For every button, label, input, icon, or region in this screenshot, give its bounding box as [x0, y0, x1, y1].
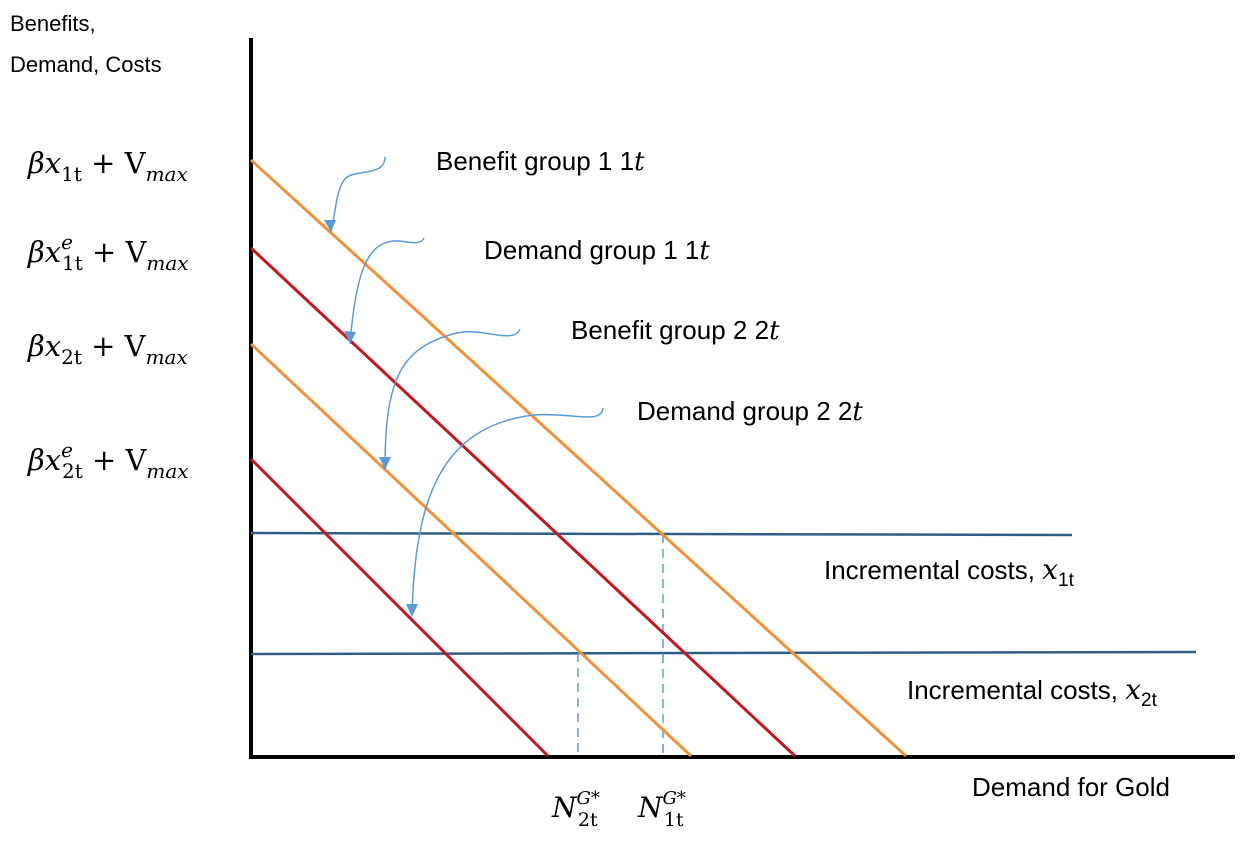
arrow-benefit-2t [384, 328, 521, 470]
label-n1t-gstar: NG* 1t [637, 788, 686, 831]
benefit-curve-2t [249, 342, 693, 758]
arrowhead-demand-2t [406, 604, 418, 617]
label-demand-group-2t: Demand group 2 2t [637, 396, 863, 427]
demand-curve-1t [249, 246, 797, 758]
cost-line-2t [250, 650, 1197, 656]
label-arrows [330, 156, 604, 616]
arrow-demand-2t [411, 407, 604, 616]
ytick-beta-x2t-vmax: βx2t + Vmax [27, 329, 188, 369]
label-benefit-group-2t: Benefit group 2 2t [571, 315, 780, 346]
arrowhead-demand-1t [344, 331, 356, 344]
label-incremental-costs-x1t: Incremental costs, x1t [824, 553, 1075, 591]
label-benefit-group-1t: Benefit group 1 1t [436, 146, 645, 177]
arrowhead-benefit-2t [379, 457, 391, 470]
arrow-benefit-1t [330, 156, 386, 233]
benefit-curve-1t [249, 158, 908, 758]
label-demand-group-1t: Demand group 1 1t [484, 235, 710, 266]
ytick-beta-x1t-e-vmax: βxe 1t + Vmax [27, 230, 189, 275]
label-n2t-gstar: NG* 2t [551, 788, 600, 831]
arrowhead-benefit-1t [324, 220, 336, 232]
arrow-demand-1t [349, 237, 425, 345]
y-axis-label-line1: Benefits, [10, 11, 96, 36]
x-axis-label: Demand for Gold [972, 772, 1170, 802]
y-axis-label-line2: Demand, Costs [10, 52, 162, 77]
ytick-beta-x1t-vmax: βx1t + Vmax [27, 146, 188, 186]
demand-curve-2t [249, 457, 550, 758]
arrowheads [324, 220, 418, 617]
label-incremental-costs-x2t: Incremental costs, x2t [907, 673, 1158, 711]
ytick-beta-x2t-e-vmax: βxe 2t + Vmax [27, 438, 189, 483]
